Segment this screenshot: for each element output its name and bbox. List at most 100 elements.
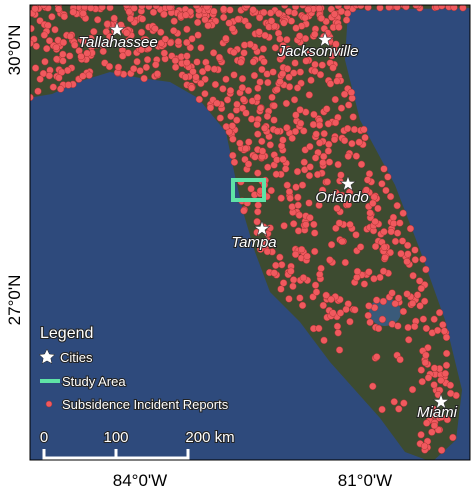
incident-dot: [282, 99, 291, 108]
incident-dot: [348, 139, 356, 148]
incident-dot: [152, 61, 160, 69]
incident-dot: [229, 135, 237, 143]
incident-dot: [267, 186, 275, 195]
incident-dot: [30, 24, 35, 33]
incident-dot: [223, 96, 232, 104]
incident-dot: [254, 201, 262, 209]
incident-dot: [230, 71, 238, 79]
incident-dot: [319, 159, 327, 167]
scale-label: 100: [103, 429, 128, 446]
incident-dot: [87, 34, 95, 43]
incident-dot: [364, 311, 372, 320]
incident-dot: [183, 52, 191, 60]
incident-dot: [396, 219, 404, 227]
incident-dot: [286, 194, 294, 202]
incident-dot: [360, 125, 368, 134]
incident-dot: [334, 329, 342, 337]
incident-dot: [160, 49, 168, 57]
scale-bar: [42, 449, 190, 460]
incident-dot: [270, 269, 278, 277]
incident-dot: [194, 31, 202, 39]
incident-dot: [419, 315, 428, 323]
incident-dot: [275, 9, 283, 18]
incident-dot: [171, 63, 180, 71]
incident-dot: [287, 267, 295, 275]
incident-dot: [450, 5, 458, 11]
incident-dot: [142, 63, 150, 72]
incident-dot: [183, 25, 191, 33]
incident-dot: [303, 252, 311, 261]
incident-dot: [222, 75, 230, 83]
incident-dot: [260, 58, 268, 66]
incident-dot: [136, 67, 144, 75]
incident-dot: [335, 23, 343, 31]
city-star: [316, 31, 334, 48]
incident-dot: [330, 135, 339, 144]
incident-dot: [327, 295, 335, 304]
incident-dot: [403, 257, 411, 266]
incident-dot: [319, 301, 327, 310]
incident-dot: [244, 22, 253, 30]
incident-dot: [106, 32, 114, 41]
incident-dot: [305, 171, 314, 180]
incident-dot: [333, 322, 342, 330]
incident-dot: [278, 53, 286, 61]
incident-dot: [369, 199, 377, 207]
incident-dot: [291, 59, 299, 67]
incident-dot: [336, 309, 345, 317]
incident-dot: [186, 43, 194, 52]
incident-dot: [347, 88, 355, 97]
incident-dot: [387, 227, 395, 236]
incident-dot: [343, 5, 351, 10]
incident-dot: [311, 281, 320, 289]
incident-dot: [393, 201, 401, 210]
incident-dot: [326, 256, 334, 264]
incident-dot: [333, 77, 341, 85]
incident-dot: [174, 37, 182, 46]
incident-dot: [386, 192, 395, 201]
incident-dot: [48, 13, 56, 21]
incident-dot: [272, 261, 280, 270]
incident-dot: [337, 104, 346, 112]
incident-dot: [417, 284, 425, 293]
incident-dot: [270, 102, 278, 110]
incident-dot: [211, 80, 220, 89]
incident-dot: [283, 181, 291, 189]
incident-dot: [312, 288, 321, 296]
incident-dot: [267, 9, 275, 17]
city-star: [108, 21, 126, 38]
incident-dot: [325, 158, 334, 166]
incident-dot: [351, 306, 359, 314]
incident-dot: [449, 433, 457, 442]
city-label: Tampa: [231, 234, 276, 251]
incident-dot: [430, 315, 438, 323]
incident-dot: [276, 253, 284, 261]
incident-dot: [307, 76, 315, 84]
incident-dot: [313, 170, 322, 179]
incident-dot: [345, 188, 354, 196]
incident-dot: [291, 5, 300, 11]
incident-dot: [416, 302, 424, 310]
incident-dot: [335, 346, 344, 354]
incident-dot: [415, 277, 424, 285]
incident-dot: [260, 239, 269, 247]
incident-dot: [194, 18, 202, 27]
incident-dot: [151, 25, 159, 33]
incident-dot: [419, 255, 427, 263]
incident-dot: [397, 250, 405, 258]
incident-dot: [264, 78, 272, 87]
incident-dot: [125, 8, 133, 16]
incident-dot: [206, 104, 215, 112]
incident-dot: [181, 73, 190, 81]
incident-dot: [242, 145, 250, 153]
incident-dot: [380, 228, 388, 236]
incident-dot: [243, 5, 251, 10]
incident-dot: [315, 5, 323, 13]
incident-dot: [346, 318, 354, 326]
incident-dot: [438, 5, 446, 10]
incident-dot: [229, 151, 237, 160]
incident-dot: [237, 58, 245, 66]
incident-dot: [69, 8, 77, 16]
incident-dot: [364, 5, 372, 11]
incident-dot: [55, 74, 63, 82]
